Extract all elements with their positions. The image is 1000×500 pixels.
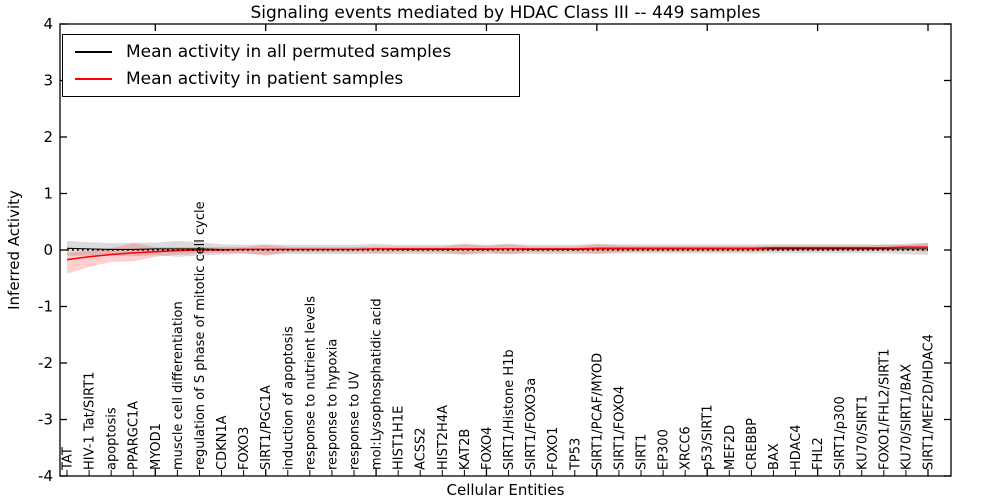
x-tick-label: p53/SIRT1 [701,404,716,470]
patient-mean-line [66,246,928,261]
x-tick-label: response to nutrient levels [303,296,318,470]
x-tick-label: SIRT1/FOXO4 [612,386,627,470]
y-tick-label: 0 [43,241,53,259]
x-tick-label: KAT2B [458,429,473,470]
x-tick-label: FOXO3 [237,427,252,470]
x-tick-label: induction of apoptosis [281,326,296,470]
x-tick-label: response to hypoxia [325,339,340,470]
y-tick-label: -3 [38,411,53,429]
x-tick-label: SIRT1/PCAF/MYOD [590,353,605,470]
x-tick-label: EP300 [657,429,672,470]
legend-item-patient: Mean activity in patient samples [63,66,519,92]
y-tick-label: 3 [43,72,53,90]
x-tick-label: muscle cell differentiation [171,301,186,470]
x-tick-label: FHL2 [811,437,826,470]
x-tick-label: SIRT1/p300 [833,396,848,470]
x-tick-label: TP53 [568,438,583,471]
patient-confidence-band [67,243,928,274]
x-tick-label: apoptosis [105,407,120,470]
x-tick-label: MEF2D [723,425,738,470]
x-tick-label: CDKN1A [215,415,230,470]
x-tick-label: BAX [767,443,782,470]
x-tick-label: MYOD1 [149,423,164,470]
legend-label-permuted: Mean activity in all permuted samples [126,42,452,63]
y-axis-label: Inferred Activity [5,190,23,310]
permuted-line-swatch [75,51,112,54]
x-tick-label: PPARGC1A [127,401,142,470]
x-tick-label: response to UV [348,371,363,470]
x-tick-label: FOXO1 [546,427,561,470]
x-tick-label: TAT [61,447,76,471]
x-tick-label: HDAC4 [789,424,804,470]
x-tick-label: SIRT1/Histone H1b [502,349,517,470]
legend: Mean activity in all permuted samples Me… [62,34,520,97]
x-tick-label: HIV-1 Tat/SIRT1 [83,372,98,470]
x-tick-label: SIRT1/PGC1A [259,385,274,470]
x-tick-label: KU70/SIRT1 [855,395,870,470]
x-tick-label: FOXO1/FHL2/SIRT1 [877,349,892,470]
x-tick-label: HIST1H1E [392,406,407,470]
x-tick-label: ACSS2 [414,427,429,470]
x-tick-label: SIRT1/MEF2D/HDAC4 [922,334,937,470]
x-tick-label: regulation of S phase of mitotic cell cy… [193,201,208,470]
x-tick-label: XRCC6 [679,426,694,470]
y-tick-label: -4 [38,467,53,485]
y-tick-label: -2 [38,354,53,372]
chart-title: Signaling events mediated by HDAC Class … [250,3,761,23]
x-tick-label: SIRT1/FOXO3a [524,378,539,470]
x-tick-label: HIST2H4A [436,405,451,470]
x-tick-label: KU70/SIRT1/BAX [899,364,914,470]
patient-line-swatch [75,77,112,80]
x-tick-label: SIRT1 [635,434,650,470]
legend-item-permuted: Mean activity in all permuted samples [63,39,519,65]
x-axis-label: Cellular Entities [446,481,565,499]
y-tick-label: 2 [43,128,53,146]
y-tick-label: 1 [43,185,53,203]
legend-label-patient: Mean activity in patient samples [126,68,404,89]
x-tick-label: mol:Lysophosphatidic acid [370,298,385,470]
y-tick-label: 4 [43,15,53,33]
x-tick-label: FOXO4 [480,427,495,470]
y-tick-label: -1 [38,298,53,316]
x-tick-label: CREBBP [745,418,760,470]
